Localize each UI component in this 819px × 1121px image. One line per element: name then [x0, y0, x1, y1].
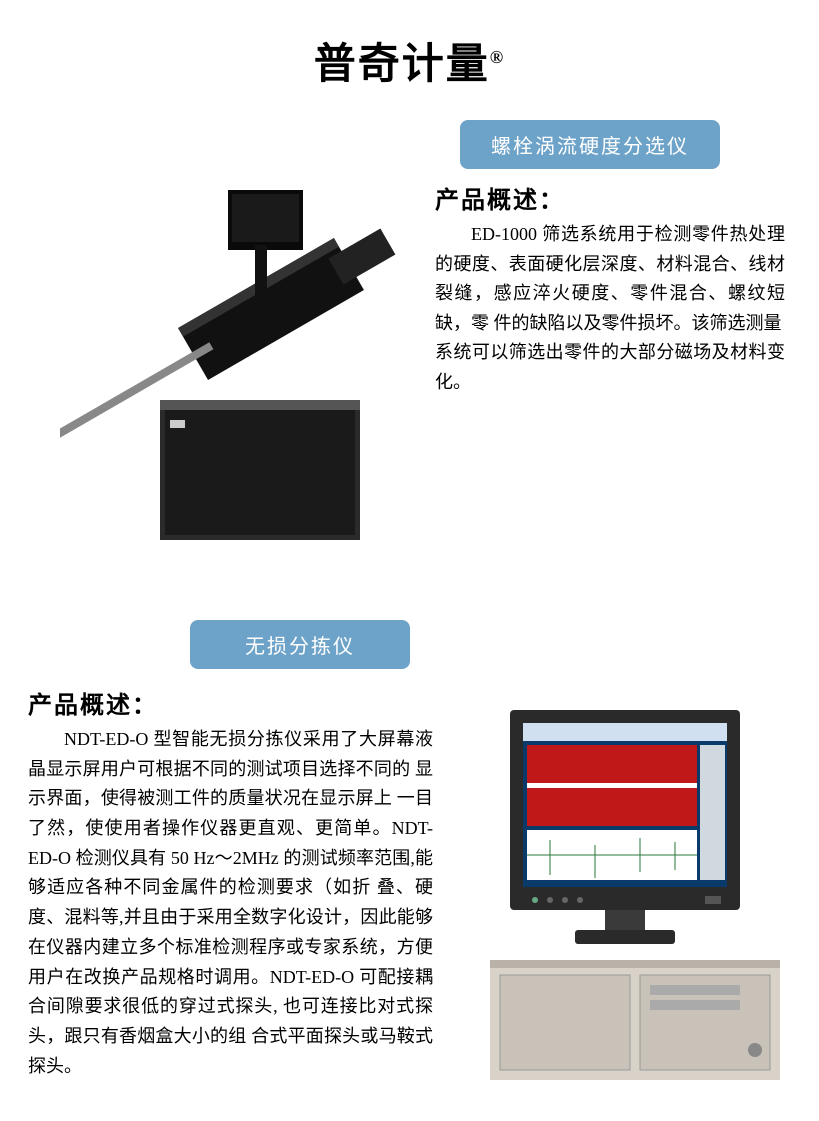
- product2-image: [475, 710, 795, 1090]
- product1-image: [60, 150, 400, 550]
- brand-title: 普奇计量®: [314, 30, 505, 91]
- brand-name: 普奇计量: [314, 42, 490, 88]
- section1-title: 产品概述：: [435, 180, 565, 215]
- section1-body-p1: ED-1000 筛选系统用于检测零件热处理的硬度、表面硬化层深度、材料混合、线材…: [435, 220, 785, 339]
- brand-trademark: ®: [490, 47, 505, 67]
- section2-title: 产品概述：: [28, 685, 158, 720]
- section1-body-p2: 系统可以筛选出零件的大部分磁场及材料变化。: [435, 338, 785, 397]
- section2-body: NDT-ED-O 型智能无损分拣仪采用了大屏幕液晶显示屏用户可根据不同的测试项目…: [28, 725, 433, 1081]
- badge-bolt-sorter: 螺栓涡流硬度分选仪: [460, 120, 720, 169]
- badge-ndt-sorter: 无损分拣仪: [190, 620, 410, 669]
